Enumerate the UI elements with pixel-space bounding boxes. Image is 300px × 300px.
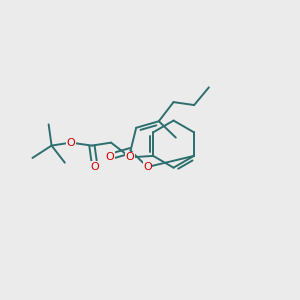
Text: O: O [106,152,115,161]
Text: O: O [91,162,99,172]
Text: O: O [143,162,152,172]
Text: O: O [66,138,75,148]
Text: O: O [126,152,135,162]
